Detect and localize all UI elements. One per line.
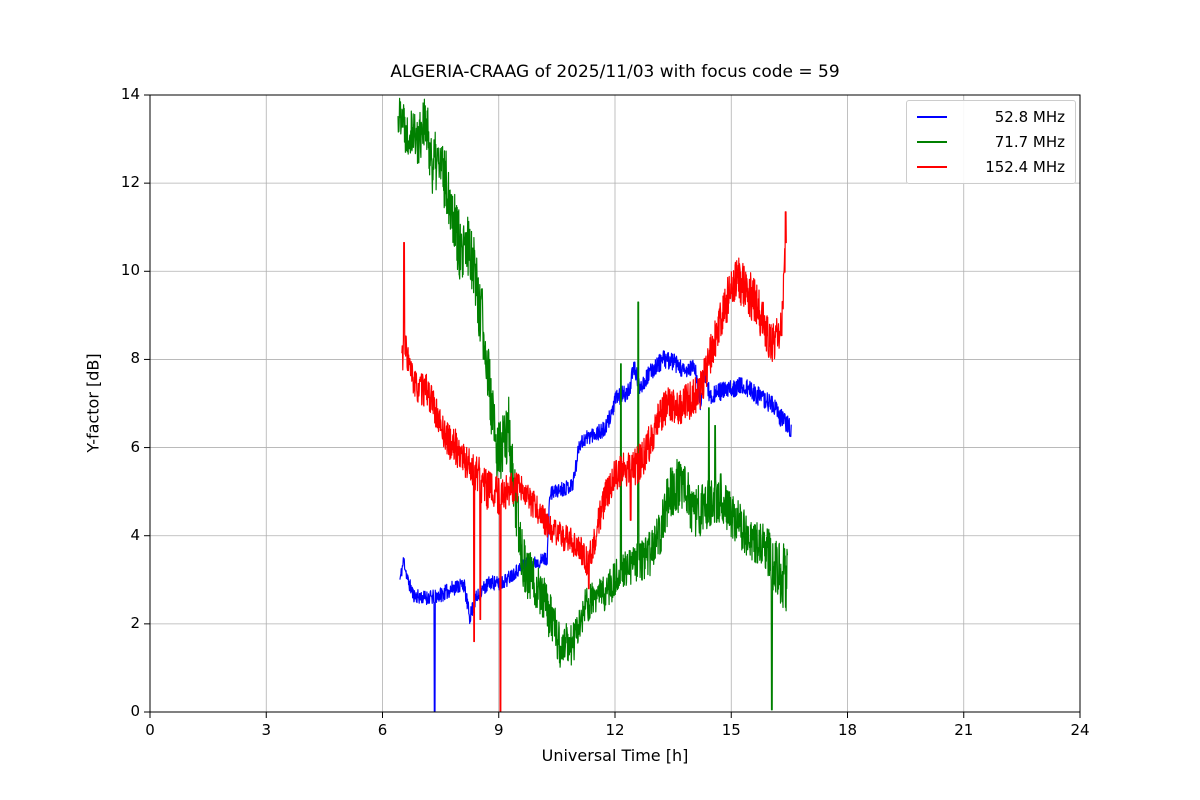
x-tick-label: 21 xyxy=(954,721,974,739)
x-tick-label: 3 xyxy=(261,721,272,739)
x-axis-label: Universal Time [h] xyxy=(541,746,689,765)
tick-marks xyxy=(144,94,1081,718)
grid-lines xyxy=(149,94,1081,713)
legend-label: 152.4 MHz xyxy=(985,158,1065,176)
x-tick-label: 9 xyxy=(493,721,504,739)
x-tick-label: 15 xyxy=(721,721,741,739)
y-tick-label: 8 xyxy=(130,349,140,368)
legend-item: 52.8 MHz xyxy=(917,108,1065,126)
chart-legend: 52.8 MHz 71.7 MHz 152.4 MHz xyxy=(906,100,1076,184)
x-tick-label: 6 xyxy=(377,721,388,739)
chart-title: ALGERIA-CRAAG of 2025/11/03 with focus c… xyxy=(390,62,840,82)
y-tick-label: 0 xyxy=(130,702,140,720)
legend-line-swatch xyxy=(917,141,947,143)
legend-line-swatch xyxy=(917,116,947,118)
x-tick-label: 24 xyxy=(1070,721,1090,739)
y-tick-label: 12 xyxy=(120,173,140,192)
series-line-152-4-mhz xyxy=(401,211,787,712)
x-tick-label: 12 xyxy=(605,721,625,739)
x-tick-label: 18 xyxy=(837,721,858,739)
legend-label: 52.8 MHz xyxy=(994,108,1065,126)
legend-label: 71.7 MHz xyxy=(994,133,1065,151)
legend-line-swatch xyxy=(917,166,947,168)
y-tick-label: 10 xyxy=(120,261,140,280)
x-tick-label: 0 xyxy=(145,721,155,739)
legend-item: 71.7 MHz xyxy=(917,133,1065,151)
series-line-52-8-mhz xyxy=(399,350,792,712)
y-tick-label: 4 xyxy=(130,525,140,544)
y-tick-label: 14 xyxy=(120,85,140,103)
series-group xyxy=(397,97,792,712)
y-tick-label: 6 xyxy=(130,437,140,456)
y-tick-label: 2 xyxy=(130,613,140,632)
series-line-71-7-mhz xyxy=(397,97,788,711)
legend-item: 152.4 MHz xyxy=(917,158,1065,176)
